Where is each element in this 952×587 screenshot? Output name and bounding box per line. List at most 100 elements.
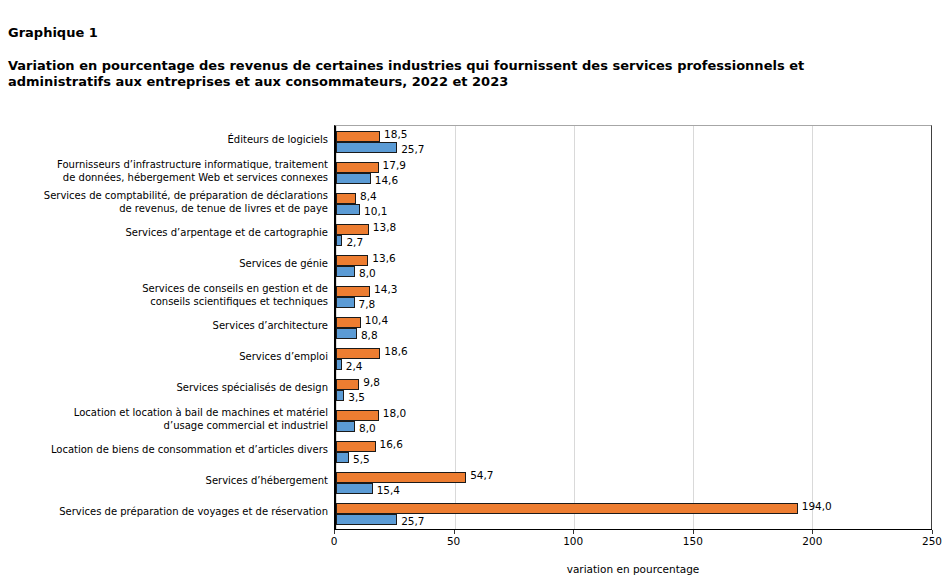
x-axis-tick (932, 530, 933, 534)
bar-line: 10,1 (336, 204, 931, 215)
bar-line: 5,5 (336, 452, 931, 463)
bar-2022 (336, 317, 361, 328)
x-tick-label: 250 (922, 536, 942, 547)
bar-line: 18,6 (336, 348, 931, 359)
bar-group: 8,4 10,1 (336, 188, 931, 219)
category-label: Services d’hébergement (0, 466, 334, 497)
bar-line: 13,6 (336, 255, 931, 266)
value-label-2022: 13,6 (372, 253, 395, 264)
value-label-2023: 8,0 (359, 423, 376, 434)
category-label: Fournisseurs d’infrastructure informatiq… (0, 156, 334, 187)
bar-line: 3,5 (336, 390, 931, 401)
bar-group: 13,8 2,7 (336, 219, 931, 250)
value-label-2023: 2,4 (346, 361, 363, 372)
value-label-2022: 18,6 (384, 346, 407, 357)
bar-2023 (336, 266, 355, 277)
bar-line: 15,4 (336, 483, 931, 494)
value-label-2023: 25,7 (401, 516, 424, 527)
value-label-2023: 25,7 (401, 144, 424, 155)
x-tick-label: 150 (683, 536, 703, 547)
value-label-2022: 17,9 (383, 160, 406, 171)
x-axis-tick (573, 530, 574, 534)
bar-group: 10,4 8,8 (336, 312, 931, 343)
category-label: Services d’emploi (0, 342, 334, 373)
bar-2022 (336, 224, 369, 235)
bar-group: 18,6 2,4 (336, 343, 931, 374)
bar-line: 25,7 (336, 142, 931, 153)
bar-group: 17,9 14,6 (336, 157, 931, 188)
bar-line: 9,8 (336, 379, 931, 390)
bar-2022 (336, 255, 368, 266)
bar-2023 (336, 173, 371, 184)
value-label-2022: 54,7 (470, 470, 493, 481)
bar-group: 18,0 8,0 (336, 405, 931, 436)
bar-2022 (336, 348, 380, 359)
bar-group: 18,5 25,7 (336, 126, 931, 157)
bar-2023 (336, 297, 355, 308)
bar-line: 8,8 (336, 328, 931, 339)
category-label: Services de génie (0, 249, 334, 280)
category-label: Services de comptabilité, de préparation… (0, 187, 334, 218)
value-label-2023: 15,4 (377, 485, 400, 496)
value-label-2023: 5,5 (353, 454, 370, 465)
bar-line: 8,4 (336, 193, 931, 204)
bar-line: 8,0 (336, 421, 931, 432)
bar-2023 (336, 328, 357, 339)
bar-group: 14,37,8 (336, 281, 931, 312)
category-label: Services de préparation de voyages et de… (0, 497, 334, 528)
bar-group: 16,6 5,5 (336, 436, 931, 467)
bar-line: 16,6 (336, 441, 931, 452)
x-axis: 050100150200250 (0, 529, 932, 550)
category-label: Services d’architecture (0, 311, 334, 342)
bar-2022 (336, 131, 380, 142)
x-axis-tick (454, 530, 455, 534)
value-label-2022: 10,4 (365, 315, 388, 326)
bar-2022 (336, 379, 359, 390)
bar-2022 (336, 193, 356, 204)
bar-line: 18,0 (336, 410, 931, 421)
bar-line: 25,7 (336, 514, 931, 525)
x-axis-tick (693, 530, 694, 534)
bar-group: 194,0 25,7 (336, 498, 931, 529)
value-label-2022: 18,5 (384, 129, 407, 140)
bar-2023 (336, 142, 397, 153)
bar-2023 (336, 235, 342, 246)
x-tick-label: 0 (331, 536, 338, 547)
value-label-2022: 8,4 (360, 191, 377, 202)
bar-2022 (336, 286, 370, 297)
x-axis-spacer (0, 529, 334, 550)
bar-2022 (336, 503, 798, 514)
bar-2022 (336, 162, 379, 173)
bar-line: 54,7 (336, 472, 931, 483)
value-label-2023: 14,6 (375, 175, 398, 186)
value-label-2023: 10,1 (364, 206, 387, 217)
bar-line: 7,8 (336, 297, 931, 308)
x-tick-label: 100 (563, 536, 583, 547)
x-axis-scale: 050100150200250 (334, 529, 932, 550)
plot-area: 18,5 25,7 17,9 14,6 8,4 10,1 13,8 2,7 13,6 8,0 14,… (334, 125, 932, 529)
category-axis: Éditeurs de logicielsFournisseurs d’infr… (0, 125, 334, 529)
value-label-2023: 2,7 (346, 237, 363, 248)
bar-line: 2,4 (336, 359, 931, 370)
value-label-2022: 9,8 (363, 377, 380, 388)
bar-2023 (336, 359, 342, 370)
x-axis-tick (334, 530, 335, 534)
bar-line: 17,9 (336, 162, 931, 173)
bar-line: 13,8 (336, 224, 931, 235)
x-tick-label: 200 (802, 536, 822, 547)
category-label: Éditeurs de logiciels (0, 125, 334, 156)
chart-number: Graphique 1 (8, 25, 944, 42)
x-axis-tick (812, 530, 813, 534)
value-label-2022: 194,0 (802, 501, 832, 512)
value-label-2022: 16,6 (380, 439, 403, 450)
bar-2023 (336, 452, 349, 463)
value-label-2022: 13,8 (373, 222, 396, 233)
value-label-2022: 18,0 (383, 408, 406, 419)
bar-line: 14,3 (336, 286, 931, 297)
chart-page: Graphique 1 Variation en pourcentage des… (0, 0, 952, 587)
category-label: Location de biens de consommation et d’a… (0, 435, 334, 466)
value-label-2023: 3,5 (348, 392, 365, 403)
bar-2023 (336, 390, 344, 401)
x-axis-title: variation en pourcentage (334, 563, 932, 575)
chart-heading: Graphique 1 Variation en pourcentage des… (0, 0, 952, 107)
